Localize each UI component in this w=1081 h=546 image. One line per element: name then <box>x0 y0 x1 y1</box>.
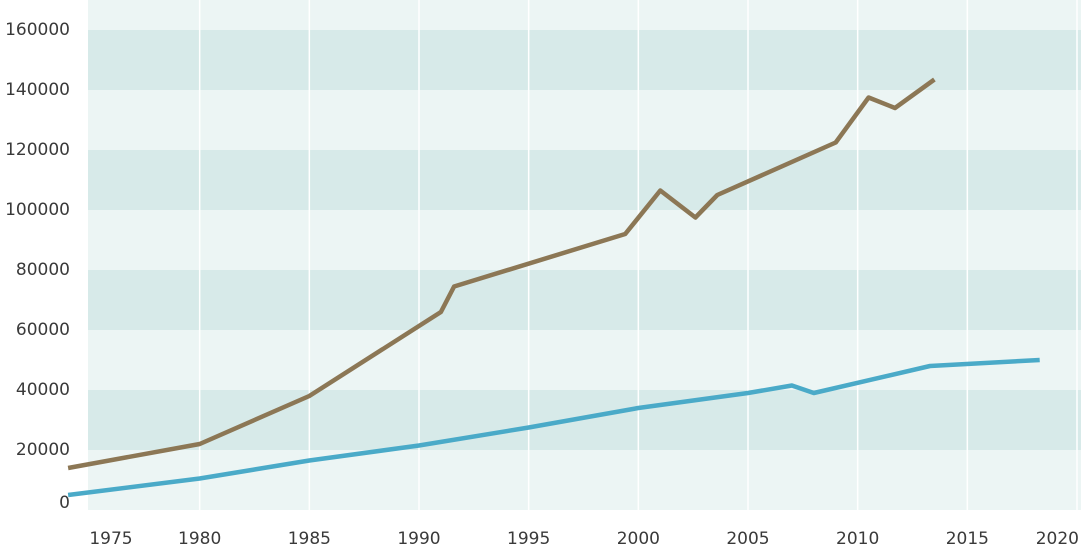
grid-band <box>88 270 1081 330</box>
y-tick-label: 160000 <box>5 20 70 40</box>
x-tick-label: 2010 <box>836 529 879 546</box>
plot-background <box>88 0 1081 510</box>
x-tick-label: 1990 <box>397 529 440 546</box>
grid-band <box>88 30 1081 90</box>
y-axis-ticks: 0 20000 40000 60000 80000 100000 120000 140000 1… <box>5 20 70 513</box>
series-line-b <box>67 357 1040 498</box>
x-tick-label: 1975 <box>89 529 132 546</box>
x-tick-label: 1995 <box>507 529 550 546</box>
y-tick-label: 20000 <box>16 440 70 460</box>
y-tick-label: 60000 <box>16 320 70 340</box>
y-tick-label: 120000 <box>5 140 70 160</box>
x-tick-label: 2005 <box>726 529 769 546</box>
grid-band <box>88 390 1081 450</box>
grid-band <box>88 150 1081 210</box>
y-tick-label: 40000 <box>16 380 70 400</box>
series-lines <box>67 77 1040 498</box>
y-tick-label: 100000 <box>5 200 70 220</box>
gridlines <box>198 0 1078 510</box>
y-tick-label: 140000 <box>5 80 70 100</box>
series-line-a <box>67 77 936 471</box>
y-tick-label: 80000 <box>16 260 70 280</box>
x-tick-label: 2015 <box>946 529 989 546</box>
x-tick-label: 1985 <box>288 529 331 546</box>
x-tick-label: 2020 <box>1036 529 1079 546</box>
y-tick-label: 0 <box>59 493 70 513</box>
x-axis-ticks: 1975 1980 1985 1990 1995 2000 2005 2010 2015 2020 <box>89 529 1079 546</box>
x-tick-label: 1980 <box>178 529 221 546</box>
x-tick-label: 2000 <box>617 529 660 546</box>
